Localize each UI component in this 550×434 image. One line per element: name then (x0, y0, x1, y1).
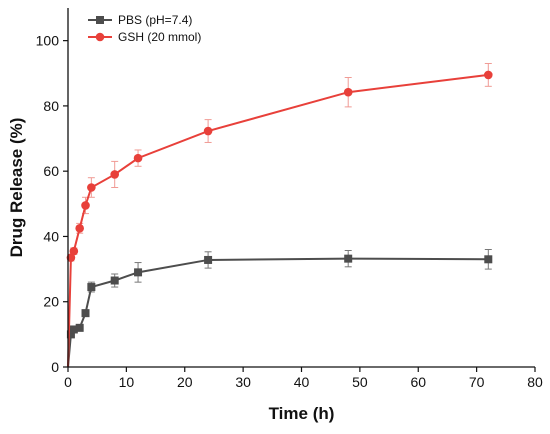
data-point-gsh (81, 201, 90, 210)
plot-layer (66, 62, 493, 368)
data-point-pbs (110, 276, 119, 285)
x-tick-label: 80 (527, 374, 543, 390)
data-point-pbs (204, 255, 213, 264)
data-point-pbs (344, 254, 353, 263)
data-point-pbs (87, 283, 96, 292)
y-tick-label: 40 (43, 228, 59, 244)
y-axis-title: Drug Release (%) (7, 118, 26, 258)
data-point-gsh (203, 126, 213, 136)
x-tick-label: 10 (119, 374, 135, 390)
data-point-gsh (110, 170, 119, 179)
data-point-pbs (484, 255, 493, 264)
data-point-pbs (134, 268, 143, 277)
x-tick-label: 0 (64, 374, 72, 390)
data-point-gsh (87, 183, 96, 192)
y-tick-label: 80 (43, 98, 59, 114)
legend: PBS (pH=7.4) GSH (20 mmol) (88, 13, 201, 44)
data-point-gsh (484, 70, 493, 80)
series-pbs (66, 249, 493, 368)
y-tick-label: 60 (43, 163, 59, 179)
x-tick-label: 20 (177, 374, 193, 390)
legend-label-pbs: PBS (pH=7.4) (118, 13, 192, 27)
legend-marker-pbs (96, 16, 104, 24)
data-point-gsh (75, 223, 84, 233)
x-axis-title: Time (h) (269, 404, 335, 423)
data-point-pbs (75, 323, 84, 332)
data-point-gsh (343, 87, 353, 97)
data-point-gsh (66, 253, 76, 262)
series-line-gsh (67, 73, 489, 368)
axes-layer: Time (h) Drug Release (%) 0 10 20 30 40 50 60 7… (7, 8, 543, 423)
legend-marker-gsh (95, 32, 105, 42)
x-tick-label: 50 (352, 374, 368, 390)
series-line-pbs (67, 257, 489, 368)
x-tick-label: 40 (294, 374, 310, 390)
data-point-gsh (133, 153, 143, 163)
data-point-gsh (69, 246, 79, 256)
series-gsh (66, 62, 493, 368)
y-tick-label: 0 (51, 359, 59, 375)
data-point-pbs (81, 309, 90, 318)
y-tick-label: 100 (36, 33, 60, 49)
x-tick-label: 30 (235, 374, 251, 390)
x-tick-label: 70 (469, 374, 485, 390)
legend-label-gsh: GSH (20 mmol) (118, 30, 201, 44)
data-point-pbs (69, 325, 78, 334)
x-tick-label: 60 (410, 374, 426, 390)
y-tick-label: 20 (43, 294, 59, 310)
data-point-pbs (66, 330, 75, 339)
